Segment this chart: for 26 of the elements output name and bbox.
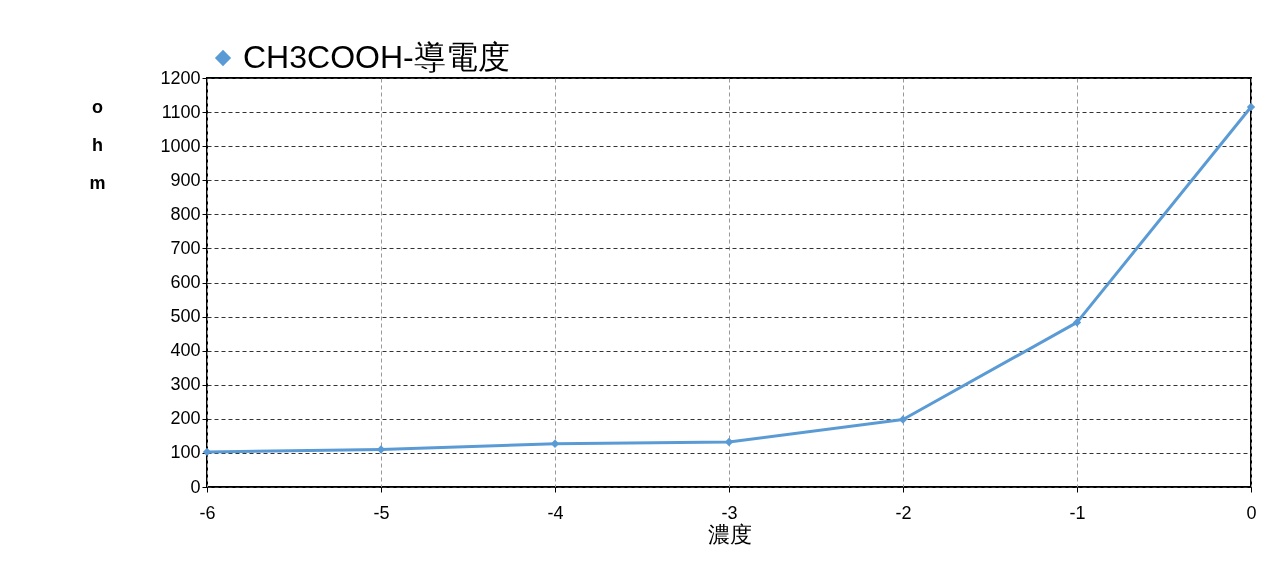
y-tick-label: 0 — [190, 476, 201, 497]
point — [898, 415, 908, 424]
y-axis-title: ohm — [89, 96, 106, 193]
y-tick-label: 1100 — [161, 101, 201, 122]
point — [1246, 102, 1256, 112]
y-tick-label: 300 — [170, 374, 201, 395]
y-tick-label: 600 — [170, 272, 201, 292]
x-tick-label: -1 — [1069, 502, 1086, 523]
x-tick-label: 0 — [1246, 502, 1257, 523]
y-tick-label: 1200 — [160, 67, 201, 88]
y-tick-label: 400 — [170, 340, 201, 361]
point — [1072, 318, 1082, 327]
y-tick-label: 1000 — [160, 135, 201, 156]
y-tick-label: 900 — [170, 169, 201, 190]
x-tick-label: -6 — [199, 502, 216, 523]
x-axis-title: 濃度 — [707, 521, 752, 547]
x-tick-label: -4 — [547, 502, 564, 523]
y-tick-label: 200 — [170, 408, 201, 429]
x-tick-label: -5 — [373, 502, 390, 523]
x-tick-label: -3 — [721, 502, 738, 523]
y-tick-label: 700 — [170, 237, 201, 258]
y-tick-label: 800 — [170, 203, 201, 224]
y-tick-label: 500 — [170, 306, 201, 327]
x-tick-label: -2 — [895, 502, 912, 523]
y-tick-label: 100 — [170, 442, 201, 463]
legend-label: CH3COOH-導電度 — [243, 39, 510, 75]
